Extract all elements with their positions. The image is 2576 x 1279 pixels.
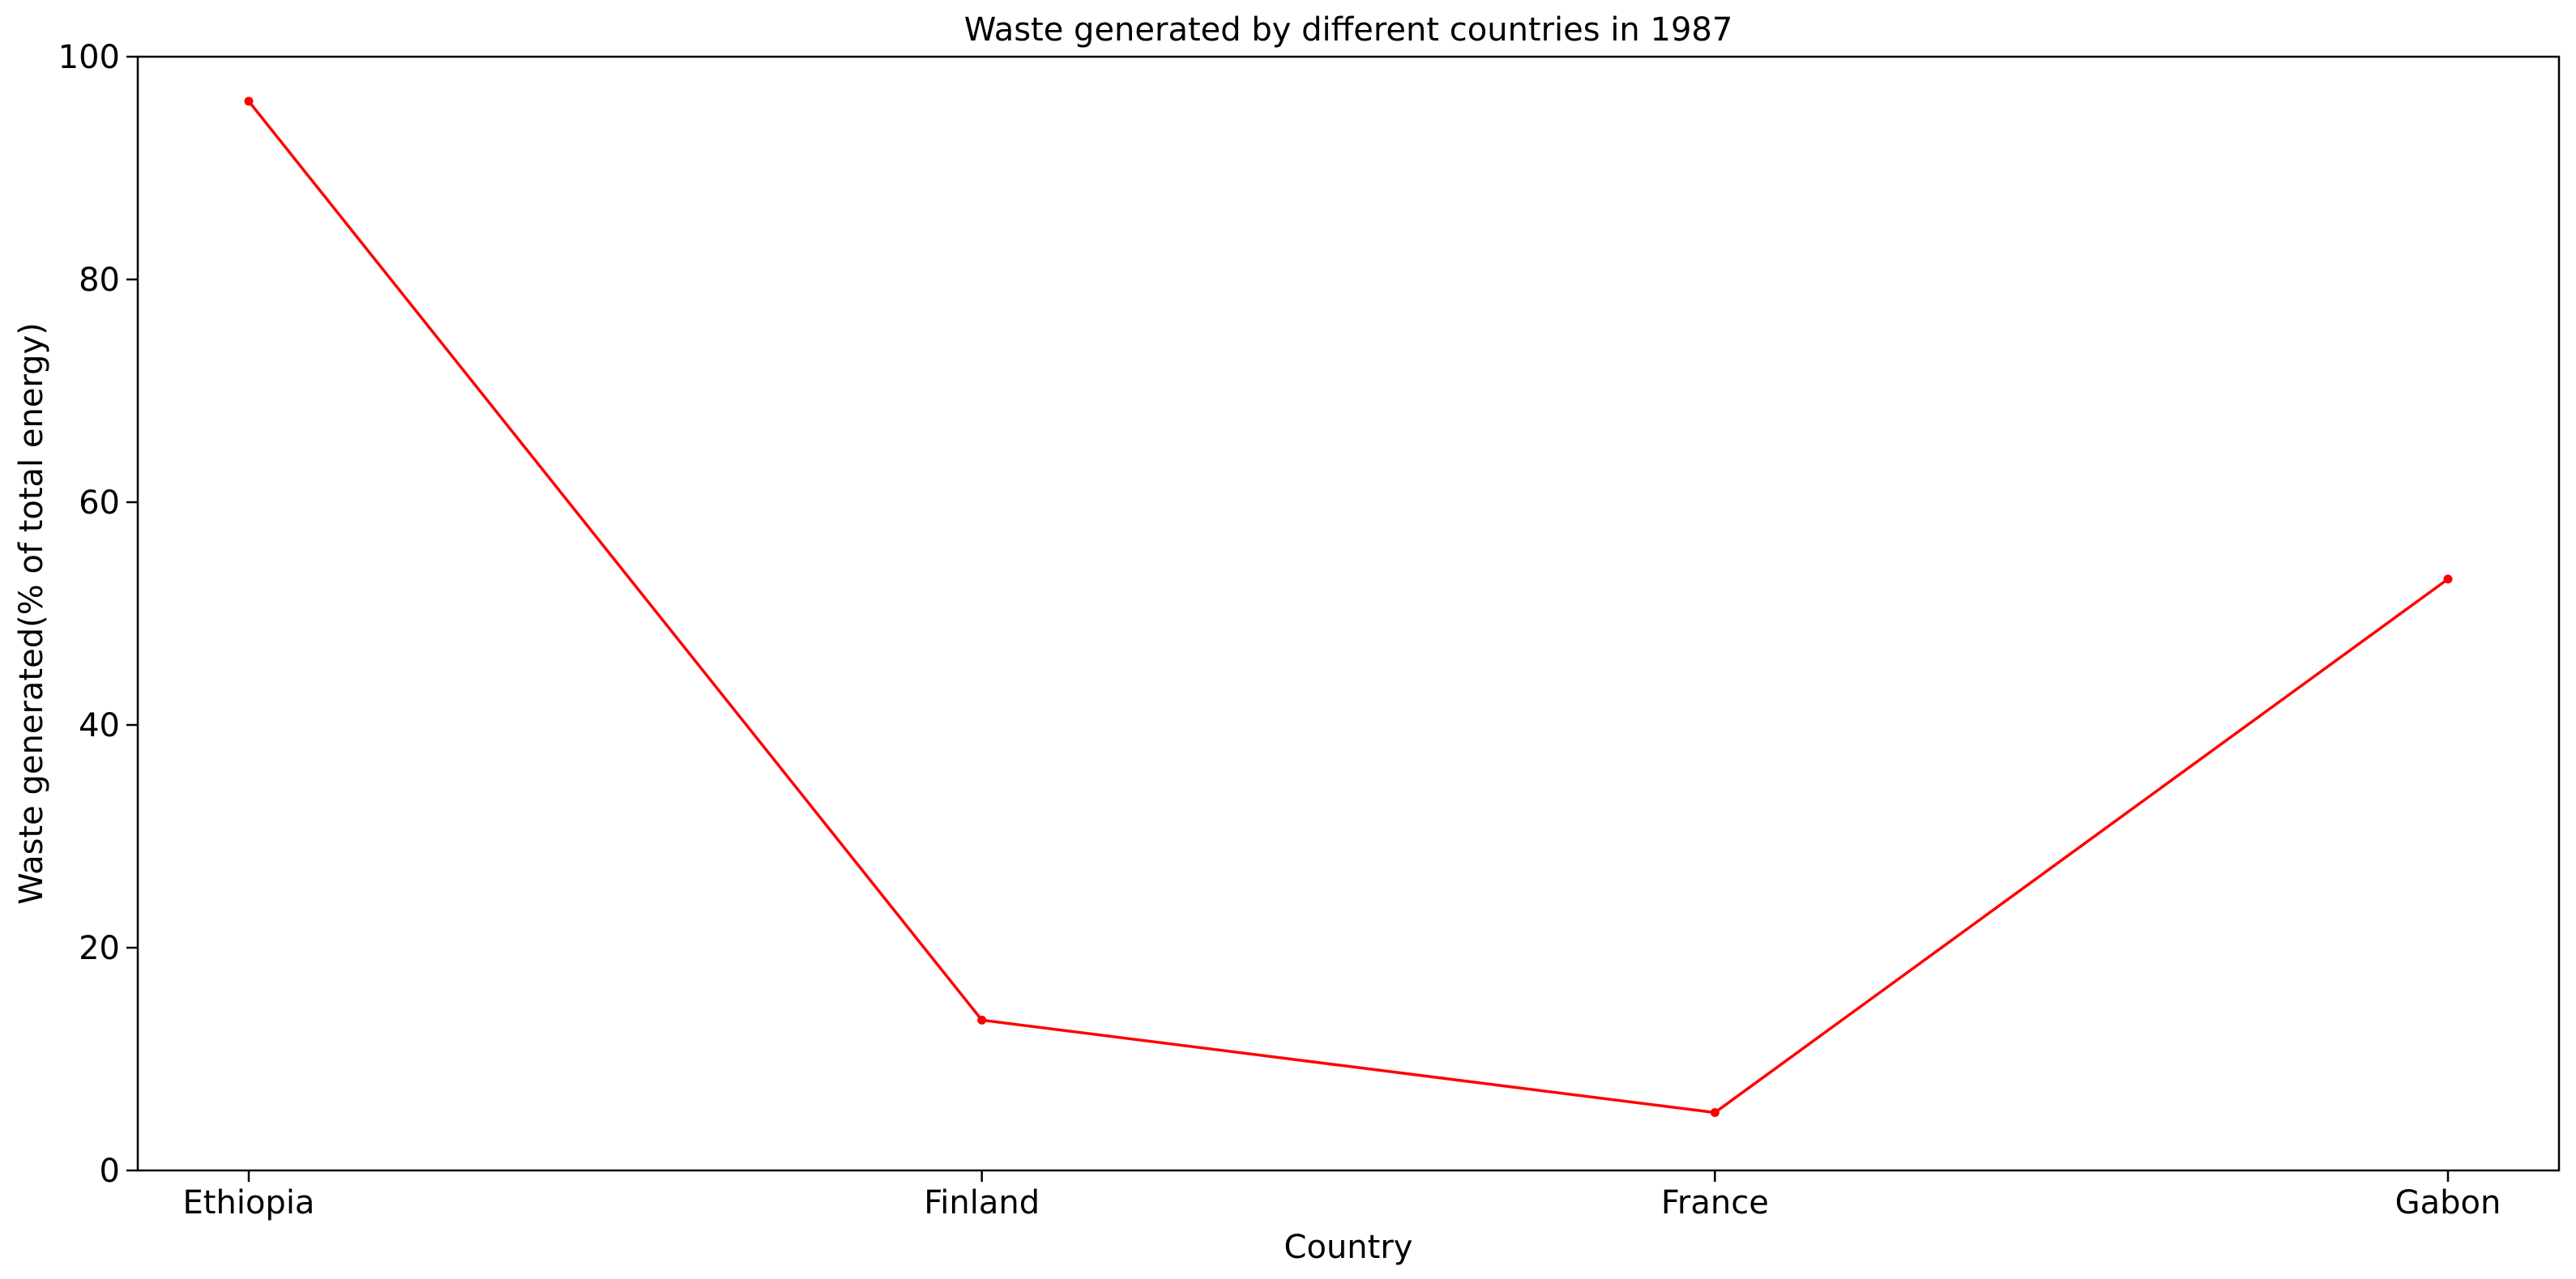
x-axis-label: Country	[1284, 1229, 1413, 1266]
chart-title: Waste generated by different countries i…	[964, 11, 1733, 49]
x-tick-label: Finland	[924, 1184, 1040, 1221]
data-point	[1710, 1108, 1719, 1117]
x-tick-label: Gabon	[2395, 1184, 2501, 1221]
data-point	[977, 1015, 987, 1025]
y-tick-label: 40	[79, 707, 120, 744]
data-point	[244, 96, 254, 106]
data-point	[2443, 574, 2453, 584]
y-tick-label: 80	[79, 262, 120, 299]
y-axis-label: Waste generated(% of total energy)	[13, 322, 50, 905]
y-tick-label: 100	[58, 39, 120, 76]
y-tick-label: 0	[100, 1153, 120, 1190]
x-axis-ticks: Ethiopia Finland France Gabon	[183, 1170, 2501, 1221]
series-line	[247, 100, 2450, 1115]
y-axis-ticks: 0 20 40 60 80 100	[58, 39, 138, 1190]
series-layer	[244, 96, 2453, 1117]
x-tick-label: France	[1661, 1184, 1769, 1221]
y-tick-label: 20	[79, 930, 120, 967]
x-tick-label: Ethiopia	[183, 1184, 315, 1221]
plot-area-frame	[136, 55, 2561, 1172]
y-tick-label: 60	[79, 484, 120, 522]
